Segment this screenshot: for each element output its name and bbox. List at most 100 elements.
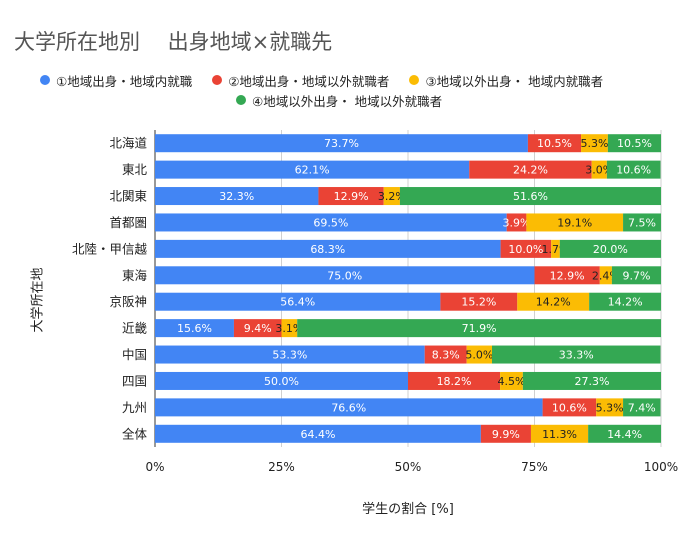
data-label: 5.3% bbox=[596, 401, 624, 414]
bar-segment bbox=[491, 345, 661, 364]
bar-segment bbox=[596, 398, 624, 417]
y-tick-label: 京阪神 bbox=[109, 294, 147, 309]
bar-segment bbox=[155, 371, 408, 390]
data-label: 27.3% bbox=[574, 375, 609, 388]
x-tick-label: 75% bbox=[521, 460, 548, 474]
x-tick-label: 0% bbox=[145, 460, 164, 474]
data-label: 3.9% bbox=[503, 216, 531, 229]
bar-segment bbox=[517, 292, 590, 311]
data-label: 3.0% bbox=[585, 164, 613, 177]
data-label: 50.0% bbox=[264, 375, 299, 388]
bar-segment bbox=[500, 239, 552, 258]
data-label: 9.7% bbox=[622, 269, 650, 282]
legend-swatch-2 bbox=[212, 75, 223, 85]
bar-segment bbox=[469, 160, 592, 179]
data-label: 10.5% bbox=[617, 137, 652, 150]
bar-segment bbox=[591, 160, 607, 179]
data-label: 4.5% bbox=[498, 375, 526, 388]
bar-segment bbox=[155, 134, 528, 153]
data-label: 33.3% bbox=[559, 349, 594, 362]
bar-segment bbox=[623, 398, 661, 417]
data-label: 15.6% bbox=[177, 322, 212, 335]
bar-segment bbox=[281, 319, 298, 338]
data-label: 62.1% bbox=[295, 164, 330, 177]
bar-segment bbox=[297, 319, 661, 338]
data-label: 10.6% bbox=[552, 401, 587, 414]
legend-label-4: ④地域以外出身・ 地域以外就職者 bbox=[252, 93, 443, 109]
x-tick-label: 100% bbox=[644, 460, 678, 474]
bar-segment bbox=[506, 213, 527, 232]
y-tick-label: 東海 bbox=[122, 268, 148, 283]
data-label: 71.9% bbox=[462, 322, 497, 335]
x-tick-label: 50% bbox=[395, 460, 422, 474]
bar-segment bbox=[155, 424, 481, 443]
data-label: 9.4% bbox=[244, 322, 272, 335]
data-label: 12.9% bbox=[550, 269, 585, 282]
data-label: 19.1% bbox=[557, 216, 592, 229]
y-tick-label: 近畿 bbox=[122, 321, 148, 336]
data-label: 18.2% bbox=[437, 375, 472, 388]
bar-segment bbox=[527, 134, 582, 153]
x-axis-title: 学生の割合 [%] bbox=[362, 502, 454, 517]
data-label: 14.2% bbox=[536, 296, 571, 309]
chart-title: 大学所在地別 出身地域×就職先 bbox=[14, 30, 333, 54]
bar-segment bbox=[318, 187, 384, 206]
data-label: 10.0% bbox=[508, 243, 543, 256]
y-axis-title: 大学所在地 bbox=[30, 267, 46, 333]
legend-row-2: ④地域以外出身・ 地域以外就職者 bbox=[40, 90, 680, 110]
legend-item-4: ④地域以外出身・ 地域以外就職者 bbox=[236, 91, 442, 110]
bar-segment bbox=[588, 424, 661, 443]
x-tick-label: 25% bbox=[268, 460, 295, 474]
y-tick-label: 東北 bbox=[122, 162, 148, 177]
data-label: 3.1% bbox=[275, 322, 303, 335]
y-tick-label: 北関東 bbox=[109, 189, 147, 204]
bar-segment bbox=[155, 266, 535, 285]
y-tick-label: 全体 bbox=[122, 426, 148, 441]
y-tick-label: 中国 bbox=[122, 347, 147, 362]
y-tick-label: 首都圏 bbox=[109, 215, 147, 230]
data-label: 10.6% bbox=[616, 164, 651, 177]
data-label: 32.3% bbox=[219, 190, 254, 203]
bar-segment bbox=[155, 239, 501, 258]
bar-segment bbox=[440, 292, 518, 311]
data-label: 5.0% bbox=[465, 349, 493, 362]
data-label: 20.0% bbox=[593, 243, 628, 256]
data-label: 14.4% bbox=[607, 428, 642, 441]
data-label: 64.4% bbox=[300, 428, 335, 441]
bar-segment bbox=[233, 319, 282, 338]
legend: ①地域出身・地域内就職 ②地域出身・地域以外就職者 ③地域以外出身・ 地域内就職… bbox=[40, 70, 680, 110]
bar-segment bbox=[623, 213, 661, 232]
data-label: 9.9% bbox=[492, 428, 520, 441]
bar-segment bbox=[466, 345, 492, 364]
bar-segment bbox=[611, 266, 661, 285]
legend-swatch-1 bbox=[40, 75, 50, 85]
data-label: 75.0% bbox=[327, 269, 362, 282]
legend-label-1: ①地域出身・地域内就職 bbox=[56, 73, 193, 89]
bar-segment bbox=[155, 319, 234, 338]
data-label: 76.6% bbox=[331, 401, 366, 414]
data-label: 3.2% bbox=[378, 190, 406, 203]
bar-segment bbox=[589, 292, 661, 311]
data-label: 8.3% bbox=[432, 349, 460, 362]
data-label: 11.3% bbox=[542, 428, 577, 441]
bar-segment bbox=[155, 160, 470, 179]
data-label: 12.9% bbox=[334, 190, 369, 203]
data-label: 24.2% bbox=[513, 164, 548, 177]
bar-segment bbox=[581, 134, 608, 153]
legend-swatch-3 bbox=[409, 75, 420, 85]
legend-item-3: ③地域以外出身・ 地域内就職者 bbox=[409, 71, 603, 90]
bar-segment bbox=[500, 371, 523, 390]
bar-segment bbox=[559, 239, 661, 258]
bar-segment bbox=[551, 239, 560, 258]
legend-swatch-4 bbox=[236, 95, 246, 105]
bar-segment bbox=[599, 266, 612, 285]
bar-segment bbox=[534, 266, 600, 285]
data-label: 7.4% bbox=[628, 401, 656, 414]
bar-segment bbox=[408, 371, 501, 390]
data-label: 53.3% bbox=[272, 349, 307, 362]
bar-segment bbox=[480, 424, 531, 443]
bar-segment bbox=[155, 213, 507, 232]
data-label: 10.5% bbox=[537, 137, 572, 150]
legend-label-3: ③地域以外出身・ 地域内就職者 bbox=[425, 73, 604, 89]
